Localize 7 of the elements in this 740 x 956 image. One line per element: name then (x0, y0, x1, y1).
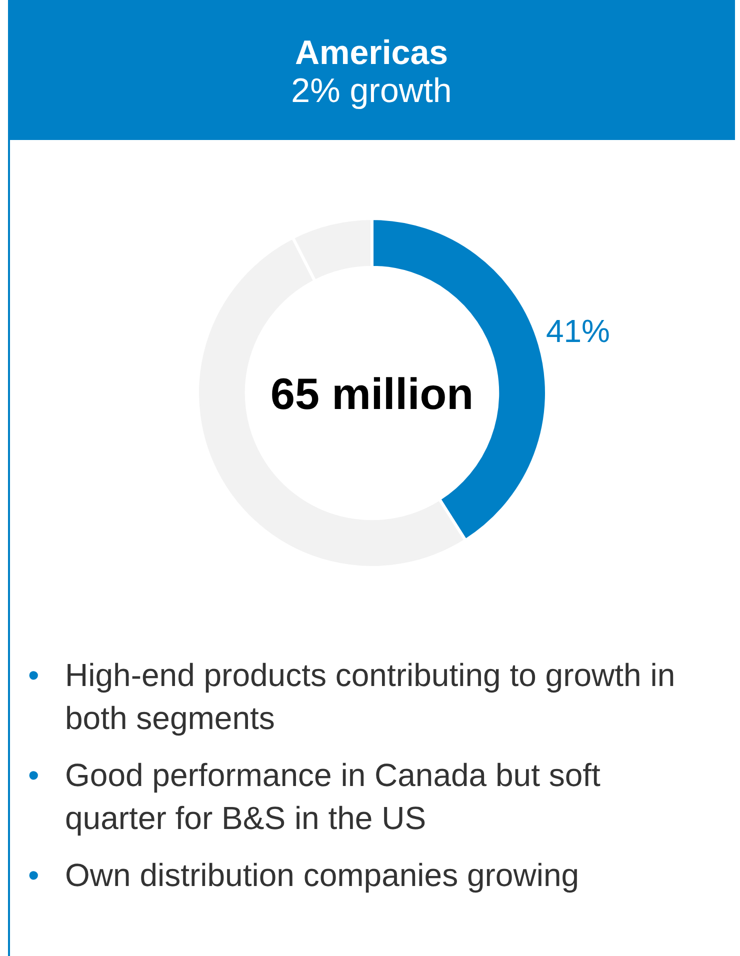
chart-subtitle: 2% growth (290, 72, 453, 110)
text: 65 million (270, 370, 474, 420)
text: • Good performance in Canada but soft quarter for B&S in the US (28, 756, 602, 838)
chart-title: Americas (294, 34, 450, 72)
text: • High-end products contributing to growth in both segments (28, 656, 676, 738)
text: • Own distribution companies growing (28, 856, 580, 895)
data-label: 41% (546, 312, 610, 349)
